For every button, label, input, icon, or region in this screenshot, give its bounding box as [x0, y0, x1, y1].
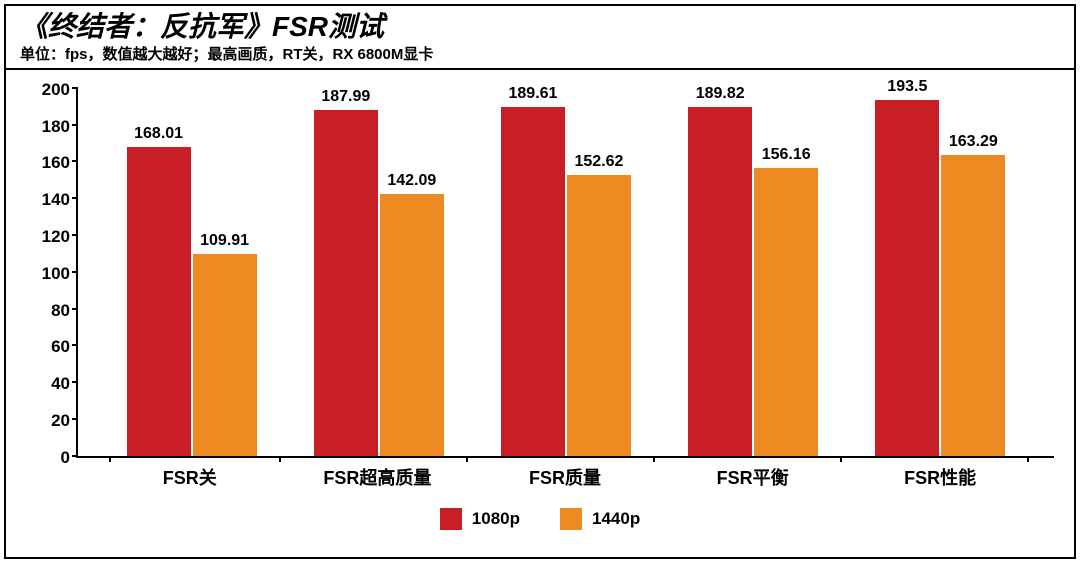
x-tick-label: FSR质量 — [495, 464, 635, 490]
y-tick-label: 80 — [51, 301, 70, 321]
bar: 142.09 — [380, 194, 444, 455]
legend: 1080p 1440p — [26, 508, 1054, 530]
bar: 193.5 — [875, 100, 939, 456]
legend-label: 1440p — [592, 509, 640, 529]
y-tick-mark — [72, 381, 78, 383]
y-tick-label: 100 — [42, 264, 70, 284]
bar: 168.01 — [127, 147, 191, 456]
chart-frame: 《终结者：反抗军》FSR测试 单位：fps，数值越大越好；最高画质，RT关，RX… — [4, 4, 1076, 559]
chart-subtitle: 单位：fps，数值越大越好；最高画质，RT关，RX 6800M显卡 — [20, 43, 1060, 64]
plot-region: 168.01109.91187.99142.09189.61152.62189.… — [76, 88, 1054, 458]
bar-value-label: 109.91 — [200, 232, 249, 250]
bar: 187.99 — [314, 110, 378, 456]
y-tick-mark — [72, 124, 78, 126]
x-tick-label: FSR关 — [120, 464, 260, 490]
bar-group: 168.01109.91 — [127, 147, 257, 456]
bar: 189.82 — [688, 107, 752, 456]
y-tick-mark — [72, 418, 78, 420]
x-axis: FSR关 FSR超高质量 FSR质量 FSR平衡 FSR性能 — [76, 458, 1054, 490]
y-tick-label: 20 — [51, 411, 70, 431]
bar-value-label: 163.29 — [949, 133, 998, 151]
bar-group: 193.5163.29 — [875, 100, 1005, 456]
bar-group: 189.61152.62 — [501, 107, 631, 456]
y-tick-mark — [72, 271, 78, 273]
y-axis: 020406080100120140160180200 — [26, 88, 76, 458]
y-tick-mark — [72, 234, 78, 236]
x-tick-label: FSR性能 — [870, 464, 1010, 490]
bar-group: 189.82156.16 — [688, 107, 818, 456]
legend-label: 1080p — [472, 509, 520, 529]
chart-header: 《终结者：反抗军》FSR测试 单位：fps，数值越大越好；最高画质，RT关，RX… — [6, 6, 1074, 70]
y-tick-label: 120 — [42, 227, 70, 247]
bar: 152.62 — [567, 175, 631, 456]
chart-title: 《终结者：反抗军》FSR测试 — [20, 12, 1060, 43]
bar-value-label: 193.5 — [887, 78, 927, 96]
bar-value-label: 152.62 — [575, 153, 624, 171]
legend-swatch — [440, 508, 462, 530]
y-tick-mark — [72, 87, 78, 89]
y-tick-label: 0 — [61, 448, 70, 468]
y-tick-label: 40 — [51, 374, 70, 394]
y-tick-label: 140 — [42, 190, 70, 210]
y-tick-mark — [72, 455, 78, 457]
legend-swatch — [560, 508, 582, 530]
x-tick-mark — [840, 456, 842, 462]
bar-group: 187.99142.09 — [314, 110, 444, 456]
bar-value-label: 142.09 — [387, 172, 436, 190]
x-tick-mark — [466, 456, 468, 462]
bar-value-label: 189.82 — [696, 85, 745, 103]
bar: 109.91 — [193, 254, 257, 456]
y-tick-mark — [72, 344, 78, 346]
x-tick-mark — [1027, 456, 1029, 462]
x-tick-mark — [279, 456, 281, 462]
y-tick-label: 60 — [51, 337, 70, 357]
y-tick-label: 180 — [42, 117, 70, 137]
y-tick-label: 200 — [42, 80, 70, 100]
y-tick-label: 160 — [42, 153, 70, 173]
bar-value-label: 156.16 — [762, 146, 811, 164]
bar: 189.61 — [501, 107, 565, 456]
x-tick-mark — [653, 456, 655, 462]
bar: 156.16 — [754, 168, 818, 455]
bar: 163.29 — [941, 155, 1005, 455]
bar-value-label: 168.01 — [134, 125, 183, 143]
chart-body: 020406080100120140160180200 168.01109.91… — [6, 70, 1074, 557]
y-tick-mark — [72, 197, 78, 199]
chart-area: 020406080100120140160180200 168.01109.91… — [26, 88, 1054, 458]
x-tick-label: FSR超高质量 — [307, 464, 447, 490]
y-tick-mark — [72, 308, 78, 310]
legend-item: 1080p — [440, 508, 520, 530]
legend-item: 1440p — [560, 508, 640, 530]
y-tick-mark — [72, 160, 78, 162]
x-tick-label: FSR平衡 — [683, 464, 823, 490]
bar-value-label: 189.61 — [509, 85, 558, 103]
x-tick-mark — [109, 456, 111, 462]
bar-value-label: 187.99 — [321, 88, 370, 106]
